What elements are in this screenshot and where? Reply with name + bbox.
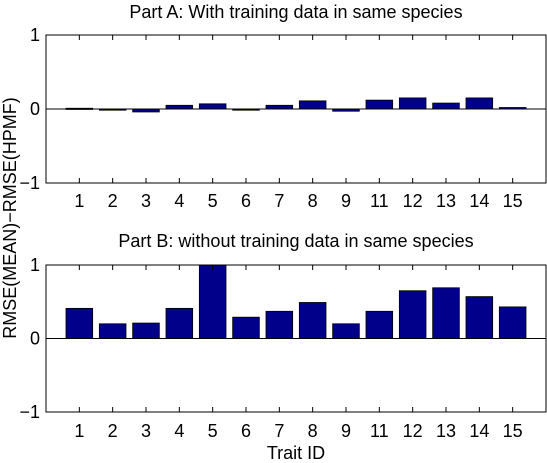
x-tick-label: 1 — [74, 191, 84, 211]
bar-trait-14 — [465, 97, 494, 110]
x-tick-label: 12 — [403, 421, 423, 441]
bar-trait-2 — [98, 323, 127, 339]
y-tick-label: 0 — [30, 99, 40, 119]
bar-trait-12 — [398, 97, 427, 110]
chart-panel-1: Part A: With training data in same speci… — [19, 2, 547, 211]
x-tick-label: 5 — [208, 191, 218, 211]
y-tick-label: 1 — [30, 25, 40, 45]
bar-trait-11 — [365, 99, 394, 110]
y-tick-label: 1 — [30, 255, 40, 275]
x-tick-label: 8 — [308, 421, 318, 441]
x-tick-label: 2 — [108, 191, 118, 211]
bar-trait-14 — [465, 296, 494, 339]
bar-trait-6 — [232, 316, 260, 339]
bar-trait-11 — [365, 310, 394, 339]
x-tick-label: 12 — [403, 191, 423, 211]
bar-trait-15 — [498, 306, 527, 339]
chart-panel-2: Part B: without training data in same sp… — [19, 231, 547, 441]
y-axis-label: RMSE(MEAN)−RMSE(HPMF) — [0, 97, 20, 339]
bar-trait-1 — [65, 307, 94, 339]
chart-title: Part B: without training data in same sp… — [118, 231, 473, 251]
bar-trait-9 — [332, 323, 360, 339]
bar-trait-7 — [265, 104, 294, 110]
x-tick-label: 7 — [274, 421, 284, 441]
x-tick-label: 13 — [436, 191, 456, 211]
x-tick-label: 8 — [308, 191, 318, 211]
x-tick-label: 5 — [208, 421, 218, 441]
bar-trait-4 — [165, 307, 194, 339]
bar-trait-8 — [298, 302, 327, 339]
x-tick-label: 11 — [370, 191, 389, 211]
bar-trait-13 — [432, 102, 460, 110]
x-tick-label: 3 — [141, 421, 151, 441]
x-tick-label: 3 — [141, 191, 151, 211]
chart-title: Part A: With training data in same speci… — [129, 2, 462, 22]
x-tick-label: 2 — [108, 421, 118, 441]
x-tick-label: 4 — [174, 421, 184, 441]
y-tick-label: −1 — [19, 173, 40, 193]
bar-trait-7 — [265, 310, 294, 339]
x-tick-label: 7 — [274, 191, 284, 211]
x-axis-label: Trait ID — [267, 443, 325, 463]
bar-trait-5 — [198, 264, 227, 339]
x-tick-label: 9 — [341, 191, 351, 211]
bar-trait-12 — [398, 290, 427, 339]
bar-trait-5 — [198, 103, 227, 110]
x-tick-label: 1 — [74, 421, 84, 441]
x-tick-label: 6 — [241, 191, 251, 211]
x-tick-label: 15 — [503, 191, 523, 211]
x-tick-label: 9 — [341, 421, 351, 441]
x-tick-label: 4 — [174, 191, 184, 211]
bar-trait-3 — [132, 322, 160, 339]
x-tick-label: 14 — [469, 191, 489, 211]
x-tick-label: 15 — [503, 421, 523, 441]
x-tick-label: 11 — [370, 421, 389, 441]
bar-trait-8 — [298, 100, 327, 110]
x-tick-label: 14 — [469, 421, 489, 441]
x-tick-label: 6 — [241, 421, 251, 441]
y-tick-label: 0 — [30, 329, 40, 349]
bar-trait-4 — [165, 104, 194, 110]
bar-trait-13 — [432, 287, 460, 339]
y-tick-label: −1 — [19, 402, 40, 422]
x-tick-label: 13 — [436, 421, 456, 441]
